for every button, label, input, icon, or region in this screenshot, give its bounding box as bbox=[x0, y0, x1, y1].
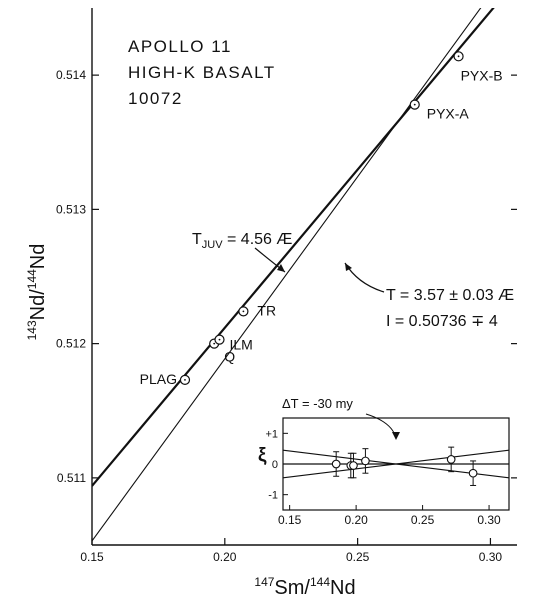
x-title-part-2: Nd bbox=[330, 577, 356, 599]
x-tick-label: 0.15 bbox=[80, 550, 104, 564]
inset-y-tick-label: +1 bbox=[265, 428, 278, 440]
y-tick-label: 0.511 bbox=[57, 471, 86, 485]
point-label: Q bbox=[224, 349, 235, 365]
juv-age-label: TJUV = 4.56 Æ bbox=[192, 231, 292, 251]
data-point-center bbox=[213, 342, 216, 345]
x-tick-label: 0.20 bbox=[213, 550, 237, 564]
inset-x-tick-label: 0.15 bbox=[278, 513, 302, 527]
inset-x-tick-label: 0.25 bbox=[411, 513, 435, 527]
y-axis-title: 143Nd/144Nd bbox=[25, 244, 49, 341]
data-point-center bbox=[457, 55, 460, 58]
juv-arrow-head bbox=[277, 264, 285, 272]
y-tick-label: 0.512 bbox=[56, 337, 86, 351]
isochron-age-label: T = 3.57 ± 0.03 Æ bbox=[386, 287, 514, 304]
inset-layer: +1 0 -10.15 0.20 0.25 0.30 bbox=[265, 417, 510, 527]
inset-point bbox=[331, 459, 341, 469]
sample-line-2: HIGH-K BASALT bbox=[128, 63, 276, 82]
isochron-intercept-label: I = 0.50736 ∓ 4 bbox=[386, 313, 498, 330]
isochron-arrow-head bbox=[345, 263, 352, 271]
point-label: PYX-B bbox=[461, 67, 503, 83]
juv-value: = 4.56 Æ bbox=[223, 231, 293, 248]
sample-line-3: 10072 bbox=[128, 89, 183, 108]
x-tick-label: 0.30 bbox=[479, 550, 503, 564]
sample-annotation: APOLLO 11 HIGH-K BASALT 10072 bbox=[128, 37, 276, 108]
juv-prefix: T bbox=[192, 231, 202, 248]
inset-point bbox=[468, 468, 478, 478]
x-tick-label: 0.25 bbox=[346, 550, 370, 564]
y-title-sup-1: 143 bbox=[25, 320, 39, 340]
inset-delta-line-2 bbox=[282, 449, 510, 479]
inset-point bbox=[349, 461, 358, 470]
point-label: PLAG bbox=[140, 371, 177, 387]
data-point-center bbox=[218, 338, 221, 341]
y-title-part-1: Nd/ bbox=[27, 289, 49, 321]
isochron-line bbox=[92, 8, 495, 487]
inset-y-tick-label: 0 bbox=[272, 459, 278, 471]
data-point-center bbox=[184, 378, 186, 381]
inset-point bbox=[361, 456, 370, 466]
y-tick-label: 0.513 bbox=[56, 202, 86, 216]
y-title-part-2: Nd bbox=[27, 244, 49, 270]
inset-y-title: ξ bbox=[258, 445, 267, 466]
x-title-sup-2: 144 bbox=[310, 575, 330, 589]
inset-y-tick-label: -1 bbox=[268, 490, 278, 502]
inset-arrow-head bbox=[392, 432, 400, 440]
point-label: PYX-A bbox=[427, 106, 470, 122]
data-point-center bbox=[413, 103, 416, 106]
axes-layer: 0.511 0.512 0.513 0.514 0.15 0.20 0.25 0.30 bbox=[56, 8, 517, 564]
x-title-part-1: Sm/ bbox=[274, 577, 310, 599]
inset-point bbox=[446, 455, 456, 464]
sample-line-1: APOLLO 11 bbox=[128, 37, 232, 56]
y-tick-label: 0.514 bbox=[56, 68, 86, 82]
juv-subscript: JUV bbox=[202, 239, 223, 251]
inset-delta-label: ΔT = -30 my bbox=[282, 396, 353, 411]
inset-x-tick-label: 0.30 bbox=[477, 513, 501, 527]
x-axis-title: 147Sm/144Nd bbox=[254, 575, 355, 599]
data-point-center bbox=[242, 310, 245, 313]
lines-layer bbox=[92, 8, 495, 542]
point-label: ILM bbox=[230, 337, 253, 353]
inset-x-tick-label: 0.20 bbox=[344, 513, 368, 527]
x-title-sup-1: 147 bbox=[254, 575, 274, 589]
juvenile-line bbox=[92, 8, 482, 542]
point-label: TR bbox=[257, 302, 276, 318]
y-title-sup-2: 144 bbox=[25, 269, 39, 289]
